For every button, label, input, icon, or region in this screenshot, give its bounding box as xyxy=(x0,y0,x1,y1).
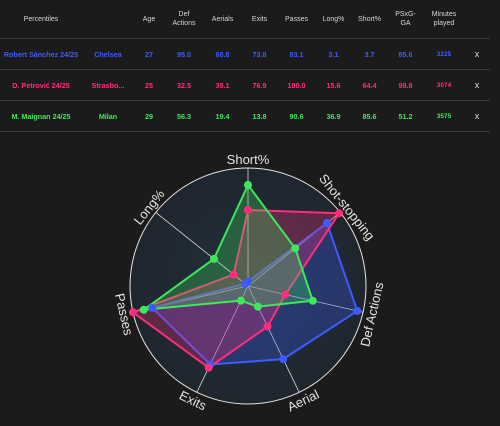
header-psxg-label: PSxG- GA xyxy=(395,11,416,27)
radar-data-point xyxy=(236,296,245,305)
header-short: Short% xyxy=(358,15,381,23)
header-long: Long% xyxy=(322,15,345,23)
aerials-cell: 19.4 xyxy=(204,100,241,132)
exits-cell: 13.8 xyxy=(241,100,278,132)
header-minutes: Minutes played xyxy=(424,0,464,39)
table-row: D. Petrović 24/25 Strasbo... 25 32.5 38.1 76.… xyxy=(0,69,490,101)
player-name: M. Maignan 24/25 xyxy=(0,100,82,132)
def-actions-cell: 32.5 xyxy=(164,69,204,101)
radar-data-point xyxy=(204,363,213,372)
remove-player-button[interactable]: x xyxy=(464,38,490,70)
radar-data-point xyxy=(253,302,262,311)
minutes-cell: 3074 xyxy=(424,69,464,101)
team-name: Milan xyxy=(82,100,134,132)
def-actions-cell: 56.3 xyxy=(164,100,204,132)
radar-data-point xyxy=(244,180,252,189)
radar-data-point xyxy=(281,290,290,299)
psxg-cell: 98.8 xyxy=(387,69,424,101)
age-cell: 29 xyxy=(134,100,164,132)
table-header-row: Percentiles Age Def Actions Aerials Exits… xyxy=(0,0,490,39)
long-cell: 36.9 xyxy=(315,100,352,132)
header-percentiles: Percentiles xyxy=(23,15,59,23)
radar-data-point xyxy=(148,303,157,312)
short-cell: 85.6 xyxy=(352,100,387,132)
radar-data-point xyxy=(209,254,218,263)
psxg-cell: 85.6 xyxy=(387,38,424,70)
header-team xyxy=(82,0,134,39)
radar-data-point xyxy=(308,296,317,305)
radar-series-area xyxy=(142,183,314,311)
radar-data-point xyxy=(263,322,272,331)
psxg-cell: 51.2 xyxy=(387,100,424,132)
remove-player-button[interactable]: x xyxy=(464,100,490,132)
player-name: D. Petrović 24/25 xyxy=(0,69,82,101)
header-psxg: PSxG- GA xyxy=(387,0,424,39)
radar-data-point xyxy=(229,270,238,279)
header-exits: Exits xyxy=(251,15,268,23)
remove-player-button[interactable]: x xyxy=(464,69,490,101)
radar-data-point xyxy=(128,308,137,317)
aerials-cell: 38.1 xyxy=(204,69,241,101)
header-minutes-label: Minutes played xyxy=(431,11,457,27)
percentiles-table: Percentiles Age Def Actions Aerials Exits… xyxy=(0,0,490,132)
passes-cell: 100.0 xyxy=(278,69,315,101)
radar-series-area xyxy=(131,209,341,369)
def-actions-cell: 95.0 xyxy=(164,38,204,70)
passes-cell: 90.6 xyxy=(278,100,315,132)
long-cell: 3.1 xyxy=(315,38,352,70)
exits-cell: 73.8 xyxy=(241,38,278,70)
minutes-cell: 3225 xyxy=(424,38,464,70)
header-age: Age xyxy=(142,15,156,23)
radar-axis-label: Short% xyxy=(227,152,270,167)
short-cell: 64.4 xyxy=(352,69,387,101)
passes-cell: 83.1 xyxy=(278,38,315,70)
radar-series-area xyxy=(151,222,359,366)
header-def-actions-label: Def Actions xyxy=(172,11,196,27)
table-row: M. Maignan 24/25 Milan 29 56.3 19.4 13.8 90.6 3… xyxy=(0,100,490,132)
radar-data-point xyxy=(241,279,250,288)
header-passes: Passes xyxy=(285,15,308,23)
radar-data-point xyxy=(322,219,331,228)
team-name: Strasbo... xyxy=(82,69,134,101)
header-aerials: Aerials xyxy=(211,15,234,23)
long-cell: 15.6 xyxy=(315,69,352,101)
radar-data-point xyxy=(139,305,148,314)
header-remove xyxy=(464,0,490,39)
minutes-cell: 3575 xyxy=(424,100,464,132)
aerials-cell: 68.8 xyxy=(204,38,241,70)
radar-data-point xyxy=(279,355,288,364)
radar-axis-line xyxy=(247,285,364,313)
age-cell: 27 xyxy=(134,38,164,70)
short-cell: 3.7 xyxy=(352,38,387,70)
player-name: Robert Sánchez 24/25 xyxy=(0,38,82,70)
radar-chart-container: Short% Shot-stopping Def Actions Aerial Exit… xyxy=(0,135,500,421)
team-name: Chelsea xyxy=(82,38,134,70)
radar-data-point xyxy=(291,244,300,253)
radar-data-point xyxy=(244,206,252,215)
age-cell: 25 xyxy=(134,69,164,101)
percentiles-table-container: Percentiles Age Def Actions Aerials Exits… xyxy=(0,0,500,132)
table-row: Robert Sánchez 24/25 Chelsea 27 95.0 68.8 73.… xyxy=(0,38,490,70)
header-def-actions: Def Actions xyxy=(164,0,204,39)
radar-data-point xyxy=(353,306,362,315)
radar-data-point xyxy=(335,209,344,218)
exits-cell: 76.9 xyxy=(241,69,278,101)
